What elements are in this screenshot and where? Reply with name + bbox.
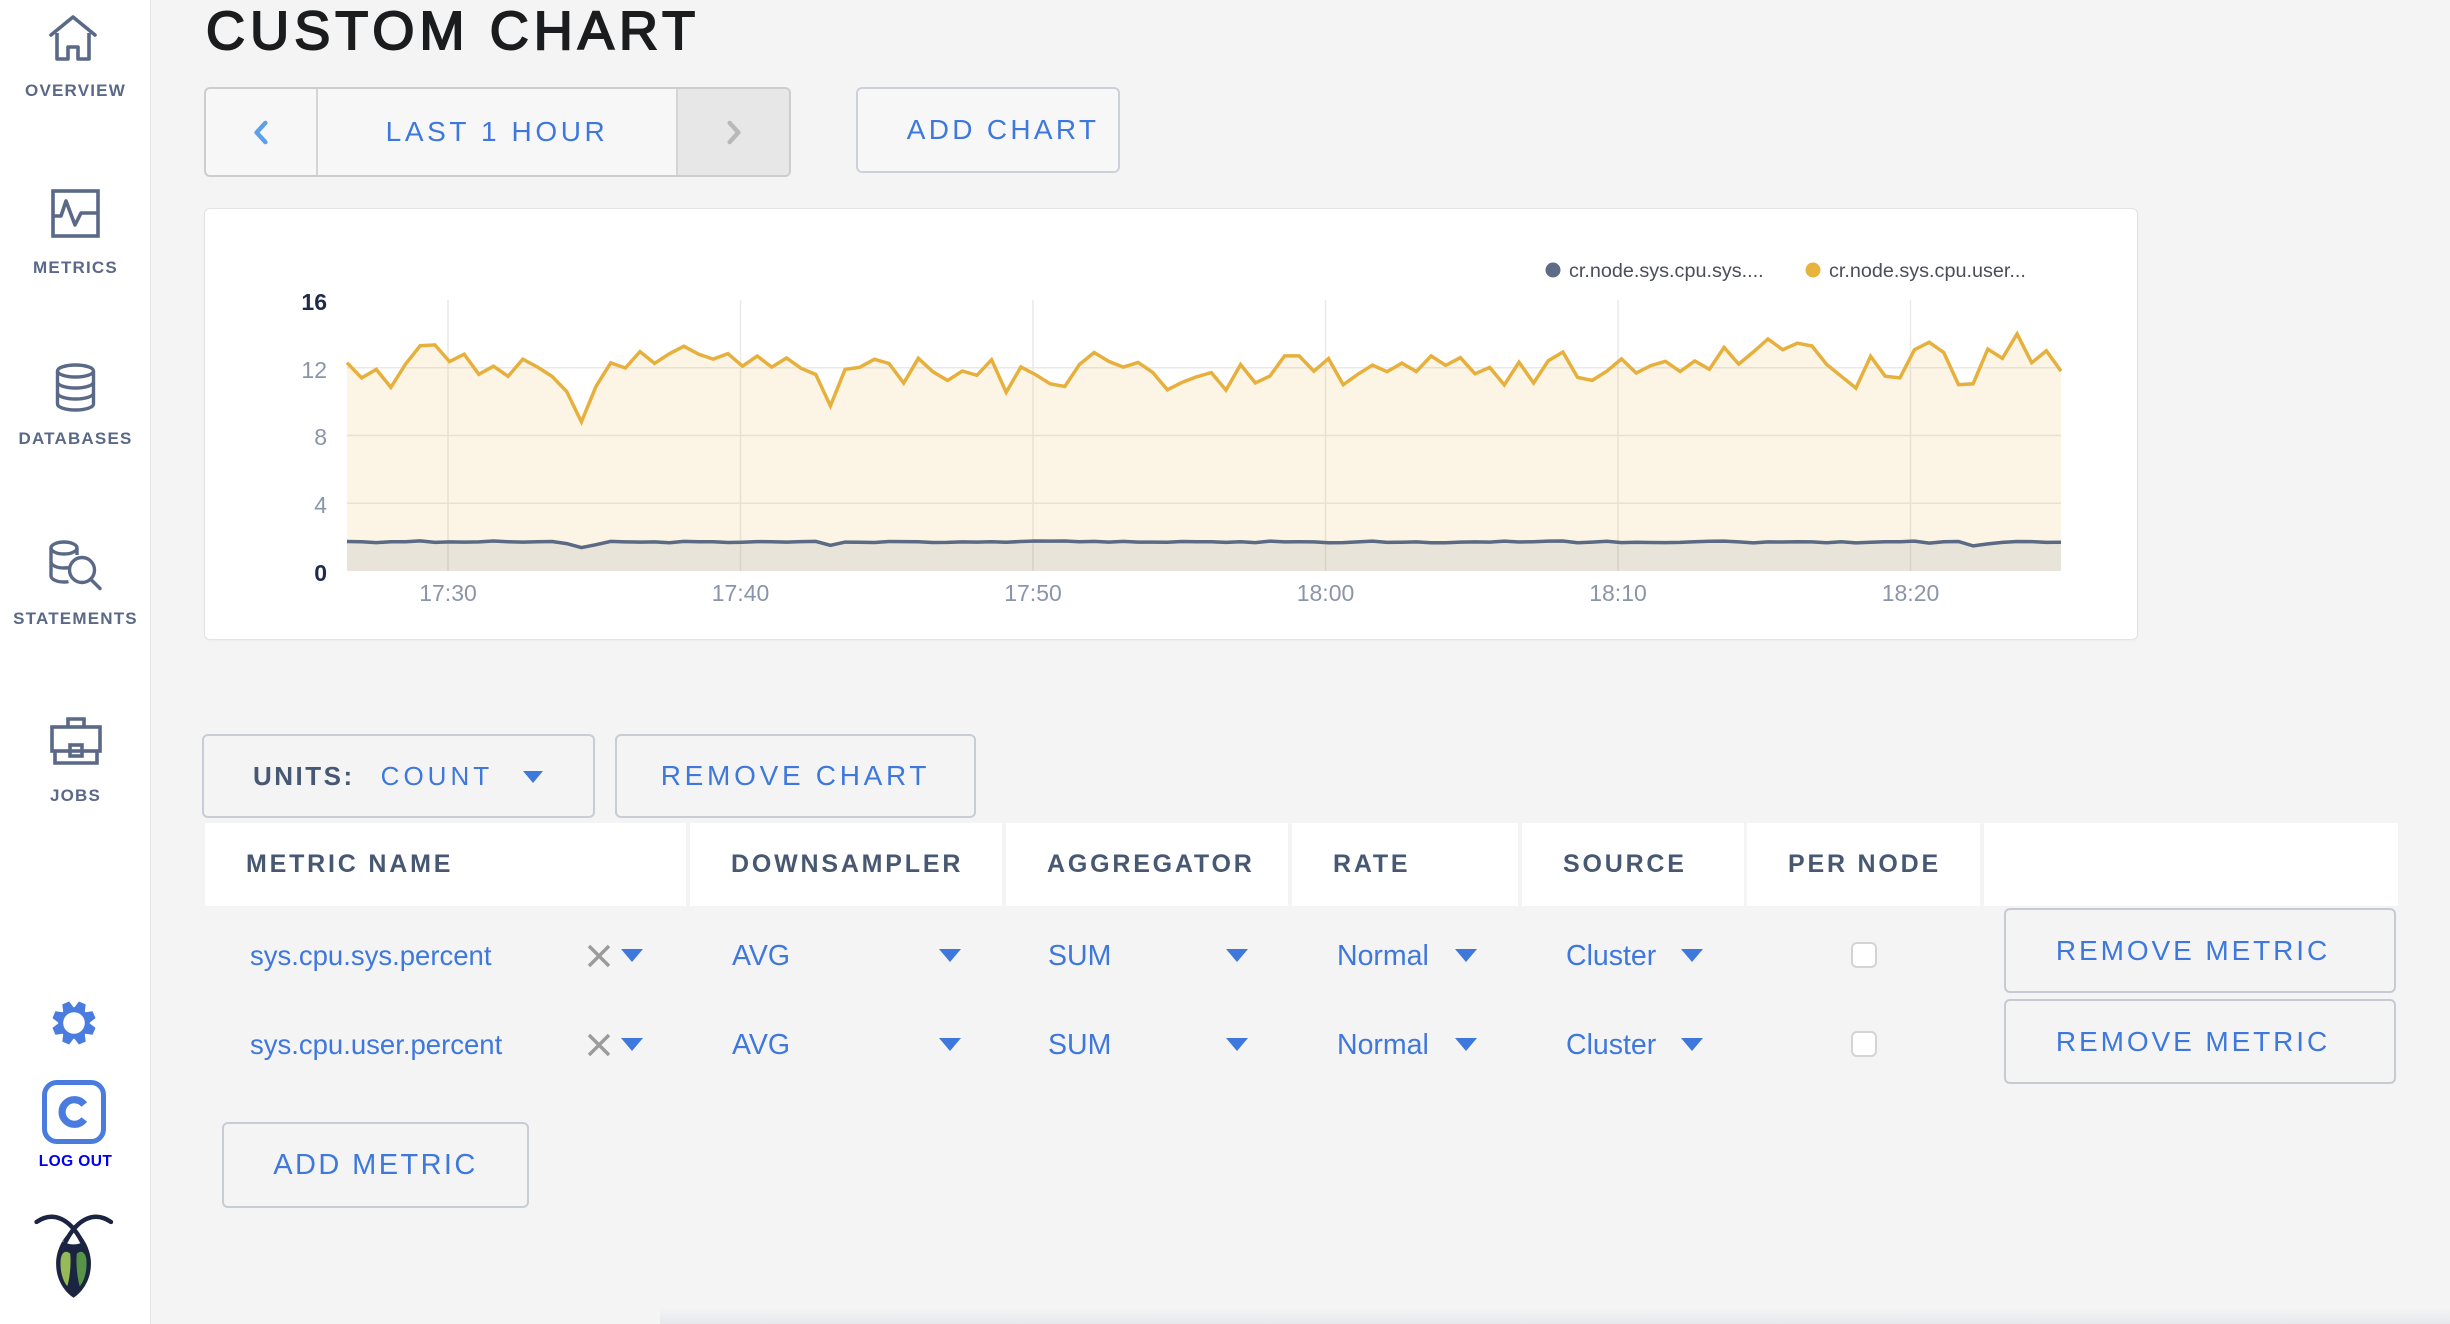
svg-text:4: 4 (314, 492, 327, 518)
svg-text:16: 16 (301, 289, 327, 315)
svg-text:cr.node.sys.cpu.user...: cr.node.sys.cpu.user... (1829, 260, 2026, 282)
svg-text:18:20: 18:20 (1882, 580, 1940, 606)
svg-text:18:00: 18:00 (1297, 580, 1355, 606)
svg-text:17:40: 17:40 (712, 580, 770, 606)
svg-text:17:50: 17:50 (1004, 580, 1062, 606)
svg-text:cr.node.sys.cpu.sys....: cr.node.sys.cpu.sys.... (1569, 260, 1764, 282)
svg-text:17:30: 17:30 (419, 580, 477, 606)
svg-text:0: 0 (314, 560, 327, 586)
svg-text:12: 12 (301, 357, 327, 383)
svg-text:18:10: 18:10 (1589, 580, 1647, 606)
svg-text:8: 8 (314, 424, 327, 450)
